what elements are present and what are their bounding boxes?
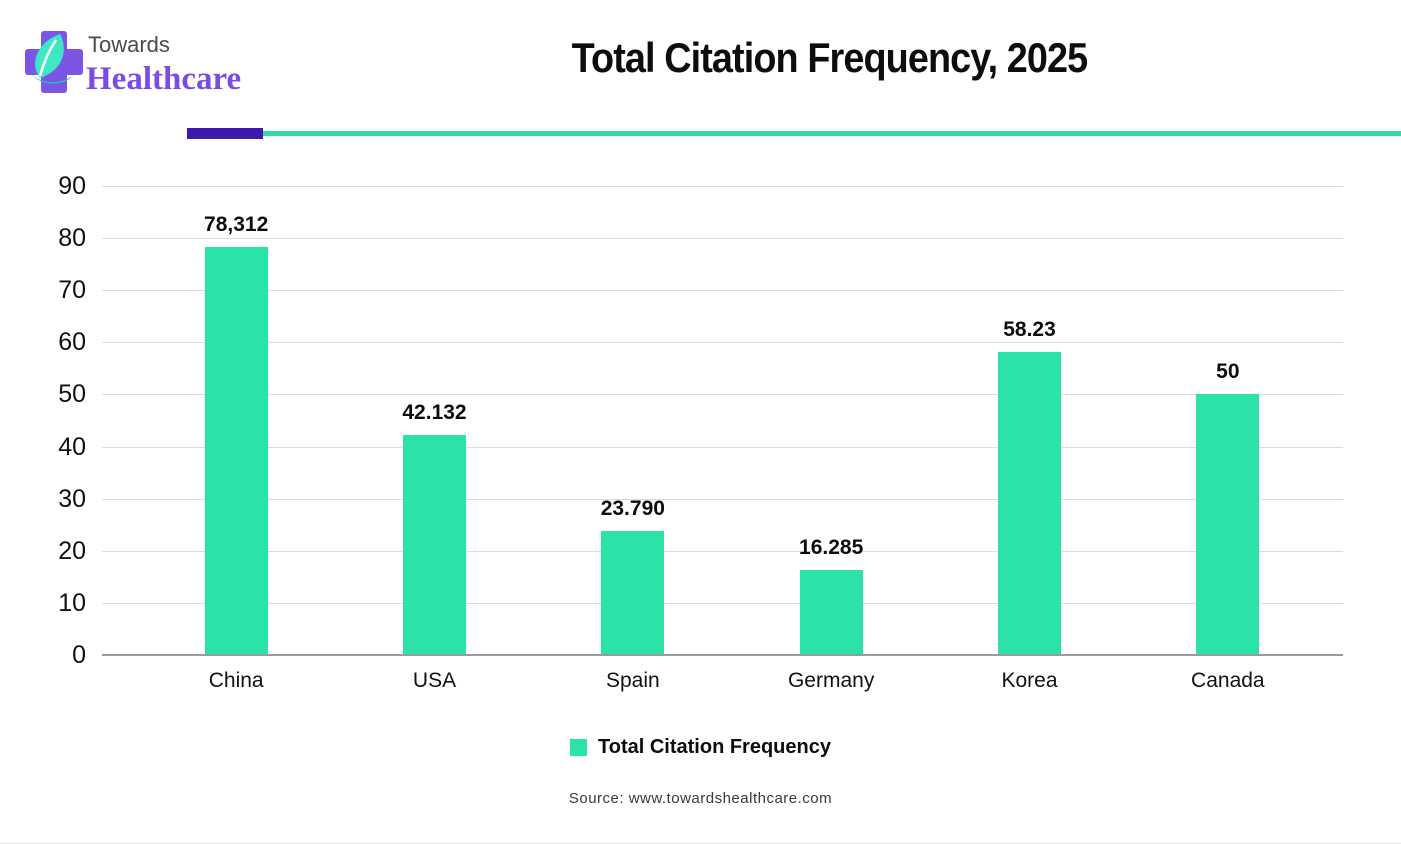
value-label-germany: 16.285 xyxy=(799,536,864,560)
chart-legend: Total Citation Frequency xyxy=(0,736,1401,759)
value-label-canada: 50 xyxy=(1216,360,1240,384)
logo-word-healthcare: Healthcare xyxy=(86,61,241,97)
y-axis-tick-label: 70 xyxy=(58,276,86,305)
value-label-china: 78,312 xyxy=(204,212,269,236)
divider-accent-bar xyxy=(187,128,263,139)
x-axis-line xyxy=(102,654,1343,656)
logo-graphic: Towards Healthcare xyxy=(25,31,241,97)
gridline xyxy=(102,550,1343,552)
bar-korea xyxy=(998,351,1061,655)
bar-spain xyxy=(601,531,665,655)
chart-title-wrap: Total Citation Frequency, 2025 xyxy=(517,34,1141,82)
value-label-korea: 58.23 xyxy=(1003,317,1056,341)
bar-usa xyxy=(403,435,466,655)
legend-label: Total Citation Frequency xyxy=(598,736,831,758)
bar-china xyxy=(204,246,268,655)
gridline xyxy=(102,602,1343,604)
plot-area: 78,312 China 42.132 USA 23.790 Spain 16.285 Ger… xyxy=(102,186,1343,692)
gridline xyxy=(102,290,1343,292)
bar-germany xyxy=(799,570,863,655)
y-axis-tick-label: 40 xyxy=(58,432,86,461)
gridline xyxy=(102,238,1343,240)
gridline xyxy=(102,394,1343,396)
y-axis-tick-label: 20 xyxy=(58,536,86,565)
y-axis-tick-label: 10 xyxy=(58,588,86,617)
leaf-icon xyxy=(29,34,74,84)
x-axis-label-korea: Korea xyxy=(1001,669,1058,692)
y-axis-tick-label: 90 xyxy=(58,172,86,200)
gridline xyxy=(102,498,1343,500)
y-axis-tick-label: 60 xyxy=(58,328,86,357)
x-axis-label-canada: Canada xyxy=(1191,669,1265,692)
y-axis-tick-label: 50 xyxy=(58,380,86,409)
y-axis-tick-label: 30 xyxy=(58,484,86,513)
x-axis-label-germany: Germany xyxy=(787,669,875,692)
source-text: Source: www.towardshealthcare.com xyxy=(568,790,833,807)
towards-healthcare-logo: Towards Healthcare xyxy=(24,24,284,108)
gridline xyxy=(102,446,1343,448)
y-axis: 0 10 20 30 40 50 60 70 80 90 xyxy=(26,172,86,669)
bar-canada xyxy=(1196,394,1260,655)
divider-line xyxy=(263,131,1401,136)
chart-title: Total Citation Frequency, 2025 xyxy=(571,34,1088,81)
y-axis-tick-label: 0 xyxy=(72,641,86,669)
gridline xyxy=(102,186,1343,187)
value-label-spain: 23.790 xyxy=(600,497,665,521)
x-axis-label-usa: USA xyxy=(412,669,457,692)
gridline xyxy=(102,342,1343,344)
x-axis-label-spain: Spain xyxy=(605,669,660,692)
legend-color-swatch xyxy=(570,739,587,756)
x-axis-label-china: China xyxy=(208,669,264,692)
value-label-usa: 42.132 xyxy=(402,401,467,425)
logo-word-towards: Towards xyxy=(88,32,170,57)
y-axis-tick-label: 80 xyxy=(58,224,86,253)
